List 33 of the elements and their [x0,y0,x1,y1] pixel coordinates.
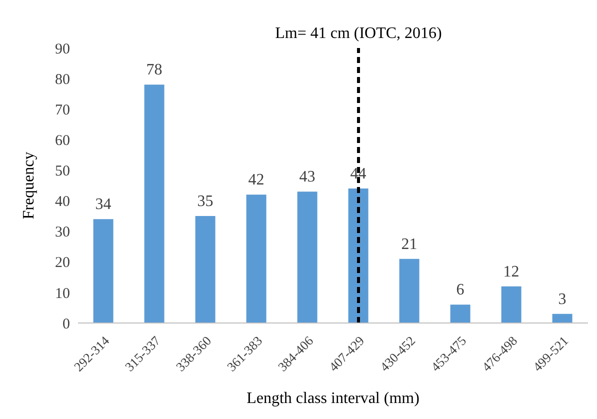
bar [246,194,266,323]
bar [450,304,470,323]
data-label: 78 [146,62,162,79]
data-label: 35 [197,193,214,210]
y-tick-label: 0 [62,316,70,332]
bar [144,84,164,323]
bar [399,258,420,323]
data-label: 21 [401,236,418,253]
bar [348,188,368,323]
bar [297,192,318,323]
y-tick-label: 50 [55,164,70,180]
y-tick-label: 60 [55,132,70,149]
bar [93,219,114,323]
data-label: 42 [248,172,264,189]
y-tick-label: 90 [55,41,70,58]
bar [195,216,216,323]
data-label: 6 [456,282,464,299]
y-tick-label: 40 [55,194,70,210]
bar [501,286,522,323]
y-axis-title: Frequency [20,152,38,220]
ref-line-label: Lm= 41 cm (IOTC, 2016) [275,25,442,42]
x-axis-title: Length class interval (mm) [246,390,420,407]
data-label: 34 [95,196,112,214]
y-tick-label: 30 [55,224,70,241]
bar [552,314,572,323]
data-label: 43 [299,168,316,186]
y-tick-label: 70 [55,102,70,118]
data-label: 44 [350,166,366,183]
data-label: 12 [503,263,520,280]
y-tick-label: 80 [55,72,70,88]
data-label: 3 [558,290,566,308]
y-tick-label: 10 [55,286,70,302]
y-tick-label: 20 [55,255,70,272]
